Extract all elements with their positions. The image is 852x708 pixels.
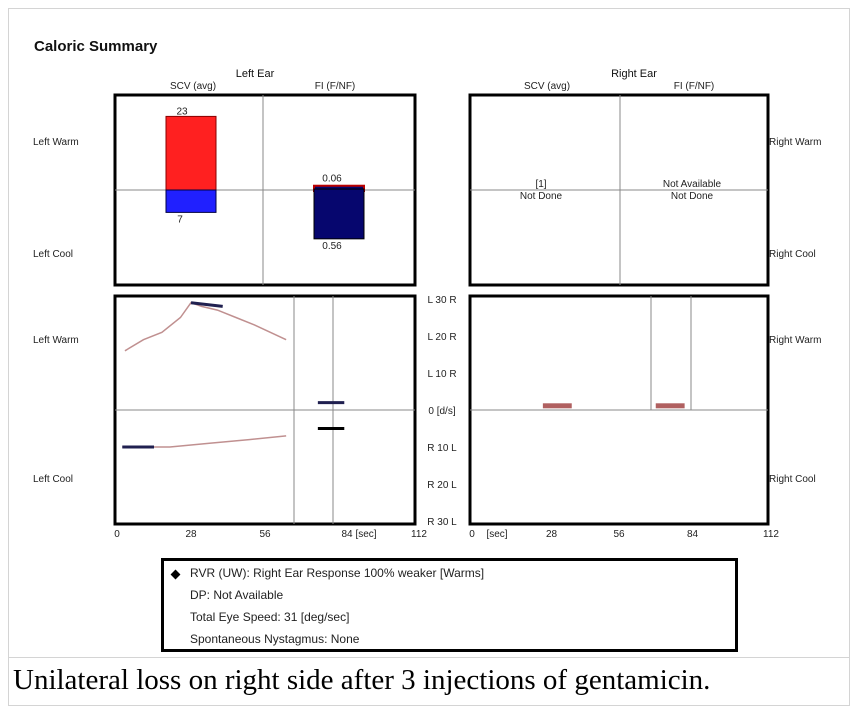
summary-legend: RVR (UW): Right Ear Response 100% weaker…	[161, 558, 738, 652]
x-tick-label: 112	[411, 529, 427, 540]
left-warm-peak-segment	[190, 301, 223, 308]
scale-label: 0 [d/s]	[428, 406, 455, 417]
left-scv-warm-value: 23	[176, 106, 188, 117]
right-fi-value: Not Available	[663, 179, 722, 190]
right-scv-header: SCV (avg)	[524, 81, 570, 92]
left-fi-cool-value: 0.56	[322, 241, 342, 252]
x-tick-label: 28	[546, 529, 558, 540]
scale-label: L 20 R	[427, 332, 456, 343]
right-scv-value: [1]	[535, 179, 546, 190]
left-fi-cool-bar	[313, 188, 365, 240]
velocity-scale: L 30 R L 20 R L 10 R 0 [d/s] R 10 L R 20 L R 3…	[427, 295, 457, 528]
right-warm-label: Right Warm	[769, 137, 821, 148]
caloric-summary-chart: Caloric Summary Left Ear SCV (avg) FI (F…	[33, 38, 821, 540]
left-warm-label: Left Warm	[33, 335, 79, 346]
figure-caption: Unilateral loss on right side after 3 in…	[13, 664, 711, 696]
x-unit-label: [sec]	[486, 529, 507, 540]
bullet-icon	[170, 569, 181, 580]
chart-title: Caloric Summary	[34, 38, 158, 55]
scale-label: R 10 L	[427, 443, 457, 454]
right-cool-label: Right Cool	[769, 474, 816, 485]
right-response-block-2	[655, 403, 685, 409]
right-cool-label: Right Cool	[769, 249, 816, 260]
left-ear-header: Left Ear	[236, 68, 275, 80]
left-fi-warm-value: 0.06	[322, 174, 342, 185]
right-scv-status: Not Done	[520, 191, 563, 202]
scale-label: R 20 L	[427, 480, 457, 491]
left-scv-cool-value: 7	[177, 214, 183, 225]
x-tick-label: 84	[687, 529, 699, 540]
right-fi-status: Not Done	[671, 191, 714, 202]
figure-frame: Caloric Summary Left Ear SCV (avg) FI (F…	[8, 8, 850, 658]
right-ear-header: Right Ear	[611, 68, 657, 80]
right-warm-label: Right Warm	[769, 335, 821, 346]
scale-label: L 10 R	[427, 369, 456, 380]
left-x-ticks: 0 28 56 84 [sec] 112	[114, 529, 427, 540]
left-scv-header: SCV (avg)	[170, 81, 216, 92]
left-cool-label: Left Cool	[33, 249, 73, 260]
left-warm-trace	[124, 301, 287, 352]
x-tick-label: 112	[763, 529, 779, 540]
x-tick-label: 0	[469, 529, 475, 540]
left-fi-header: FI (F/NF)	[315, 81, 356, 92]
rvr-line: RVR (UW): Right Ear Response 100% weaker…	[190, 566, 485, 580]
x-tick-label: 56	[613, 529, 625, 540]
left-cool-label: Left Cool	[33, 474, 73, 485]
total-eye-speed-line: Total Eye Speed: 31 [deg/sec]	[190, 610, 350, 624]
left-trace-layer	[122, 301, 345, 449]
caption-frame: Unilateral loss on right side after 3 in…	[8, 658, 850, 706]
spontaneous-nystagmus-line: Spontaneous Nystagmus: None	[190, 632, 360, 646]
dp-line: DP: Not Available	[190, 588, 284, 602]
right-response-block-1	[542, 403, 572, 409]
left-scv-warm-bar	[165, 115, 217, 191]
right-x-ticks: 0 [sec] 28 56 84 112	[469, 529, 779, 540]
x-tick-label: 56	[259, 529, 271, 540]
right-fi-header: FI (F/NF)	[674, 81, 715, 92]
scale-label: R 30 L	[427, 517, 457, 528]
right-trace-layer	[542, 403, 685, 409]
x-tick-label: 0	[114, 529, 120, 540]
left-warm-label: Left Warm	[33, 137, 79, 148]
left-scv-cool-bar	[165, 189, 217, 213]
x-unit-label: [sec]	[355, 529, 376, 540]
scale-label: L 30 R	[427, 295, 456, 306]
x-tick-label: 84	[341, 529, 353, 540]
x-tick-label: 28	[185, 529, 197, 540]
